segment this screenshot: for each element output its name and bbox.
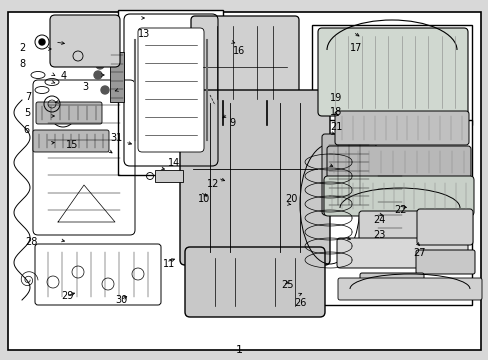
FancyBboxPatch shape xyxy=(336,238,467,268)
Circle shape xyxy=(39,39,45,45)
Text: 25: 25 xyxy=(281,280,293,290)
FancyBboxPatch shape xyxy=(317,28,467,116)
Bar xyxy=(375,172,403,232)
Text: 16: 16 xyxy=(232,46,244,56)
Text: 18: 18 xyxy=(329,107,342,117)
FancyBboxPatch shape xyxy=(416,209,472,245)
Bar xyxy=(110,52,124,102)
Text: 26: 26 xyxy=(294,298,306,308)
Text: 5: 5 xyxy=(24,108,30,118)
FancyBboxPatch shape xyxy=(33,130,109,152)
Text: 24: 24 xyxy=(372,215,385,225)
FancyBboxPatch shape xyxy=(334,111,468,145)
Text: 6: 6 xyxy=(24,125,30,135)
Text: 3: 3 xyxy=(82,82,88,92)
Text: 1: 1 xyxy=(236,345,243,355)
FancyBboxPatch shape xyxy=(50,15,120,67)
Text: 23: 23 xyxy=(372,230,385,240)
Circle shape xyxy=(94,71,102,79)
Text: 9: 9 xyxy=(229,118,235,128)
Text: 13: 13 xyxy=(138,29,150,39)
Text: 8: 8 xyxy=(19,59,25,69)
FancyBboxPatch shape xyxy=(138,28,203,152)
FancyBboxPatch shape xyxy=(321,134,375,215)
FancyBboxPatch shape xyxy=(359,273,423,297)
FancyBboxPatch shape xyxy=(324,176,473,216)
Text: 22: 22 xyxy=(393,204,406,215)
Text: 2: 2 xyxy=(19,42,25,53)
FancyBboxPatch shape xyxy=(358,211,464,241)
Text: 7: 7 xyxy=(25,92,31,102)
Text: 21: 21 xyxy=(329,122,342,132)
Text: 14: 14 xyxy=(167,158,180,168)
Text: 10: 10 xyxy=(198,194,210,204)
Bar xyxy=(311,25,471,125)
FancyBboxPatch shape xyxy=(180,90,329,265)
FancyBboxPatch shape xyxy=(337,278,481,300)
Text: 19: 19 xyxy=(329,93,342,103)
Text: 4: 4 xyxy=(61,71,66,81)
Bar xyxy=(118,10,223,175)
FancyBboxPatch shape xyxy=(36,102,102,124)
Text: 28: 28 xyxy=(25,237,38,247)
FancyBboxPatch shape xyxy=(184,247,325,317)
Text: 27: 27 xyxy=(412,248,425,258)
Text: 15: 15 xyxy=(66,140,79,150)
Text: 31: 31 xyxy=(110,132,122,143)
Text: 11: 11 xyxy=(162,258,175,269)
Text: 29: 29 xyxy=(61,291,74,301)
FancyBboxPatch shape xyxy=(326,146,470,178)
Circle shape xyxy=(101,86,109,94)
Bar xyxy=(311,120,471,305)
Text: 17: 17 xyxy=(349,42,362,53)
Circle shape xyxy=(96,61,104,69)
FancyBboxPatch shape xyxy=(191,16,298,109)
FancyBboxPatch shape xyxy=(415,250,474,274)
Bar xyxy=(155,170,183,182)
Text: 20: 20 xyxy=(284,194,297,204)
Text: 30: 30 xyxy=(115,294,127,305)
Text: 12: 12 xyxy=(206,179,219,189)
